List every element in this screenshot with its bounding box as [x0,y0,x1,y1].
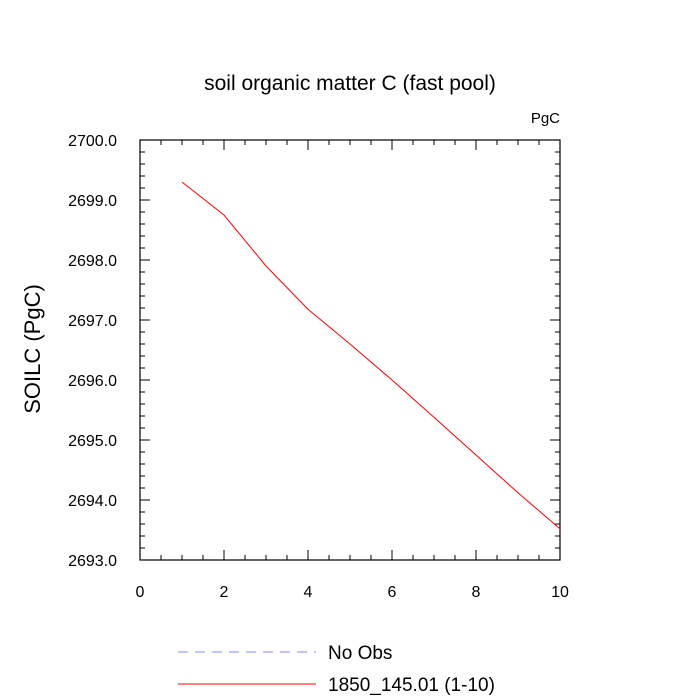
series-layer [181,181,561,530]
y-tick-label: 2697.0 [68,313,117,330]
x-axis-ticks: 0 2 4 6 8 10 [136,140,569,601]
plot-frame [139,139,561,561]
y-tick-label: 2694.0 [68,493,117,510]
legend-label: 1850_145.01 (1-10) [328,675,495,696]
plot-area [139,139,561,561]
y-axis-ticks: 2693.0 2694.0 2695.0 2696.0 2697.0 2698.0 2699… [68,133,560,570]
y-tick-label: 2699.0 [68,193,117,210]
chart-title: soil organic matter C (fast pool) [204,72,496,95]
y-tick-label: 2700.0 [68,133,117,150]
y-axis-label: SOILC (PgC) [20,284,45,414]
x-tick-label: 8 [472,584,481,601]
y-tick-label: 2696.0 [68,373,117,390]
y-tick-label: 2698.0 [68,253,117,270]
x-tick-label: 10 [551,584,569,601]
legend-label: No Obs [328,643,392,664]
legend: No Obs 1850_145.01 (1-10) [178,643,495,696]
x-tick-label: 2 [220,584,229,601]
y-tick-label: 2695.0 [68,433,117,450]
y-tick-label: 2693.0 [68,553,117,570]
x-tick-label: 6 [388,584,397,601]
units-label: PgC [531,110,560,127]
x-tick-label: 4 [304,584,313,601]
series-line [181,181,561,530]
x-tick-label: 0 [136,584,145,601]
